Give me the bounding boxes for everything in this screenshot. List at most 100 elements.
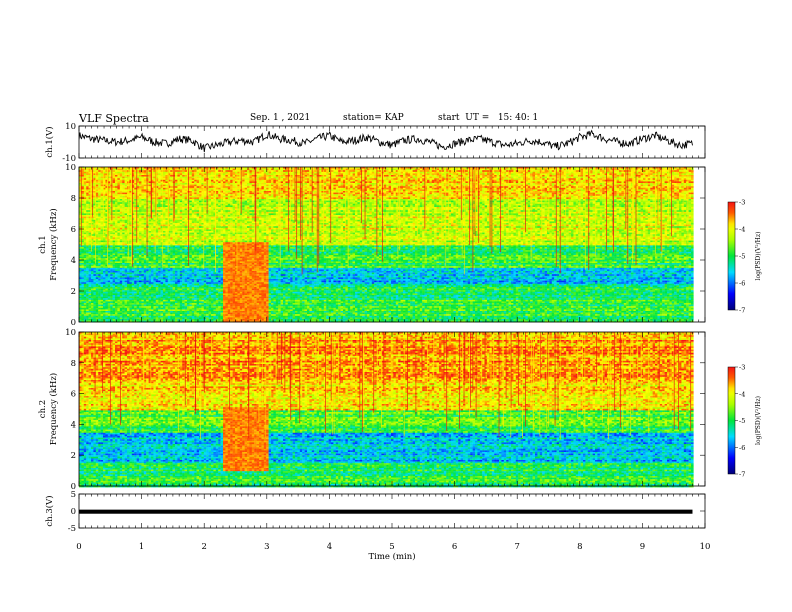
spectrogram-cell bbox=[271, 195, 274, 198]
spectrogram-cell bbox=[215, 187, 219, 190]
spectrogram-cell bbox=[501, 187, 504, 190]
spectrogram-cell bbox=[395, 178, 399, 180]
spectrogram-cell bbox=[547, 178, 550, 180]
spectrogram-cell bbox=[230, 187, 233, 190]
spectrogram-cell bbox=[585, 192, 588, 195]
spectrogram-cell bbox=[357, 181, 360, 184]
spectrogram-cell bbox=[213, 195, 216, 198]
spectrogram-cell bbox=[355, 175, 358, 177]
spectrogram-cell bbox=[256, 181, 260, 184]
spectrogram-cell bbox=[472, 170, 476, 172]
spectrogram-cell bbox=[79, 170, 82, 172]
spectrogram-cell bbox=[671, 181, 675, 184]
spectrogram-cell bbox=[122, 187, 125, 190]
spectrogram-cell bbox=[81, 168, 84, 171]
spectrogram-cell bbox=[515, 179, 519, 182]
spectrogram-cell bbox=[405, 194, 408, 196]
spectrogram-cell bbox=[235, 195, 238, 198]
spectrogram-cell bbox=[302, 170, 305, 172]
spectrogram-cell bbox=[614, 168, 617, 171]
spectrogram-cell bbox=[143, 178, 147, 180]
spectrogram-cell bbox=[261, 181, 264, 184]
spectrogram-cell bbox=[448, 178, 452, 180]
spectrogram-cell bbox=[182, 184, 185, 187]
spectrogram-cell bbox=[115, 195, 118, 198]
spectrogram-cell bbox=[151, 183, 154, 185]
spectrogram-cell bbox=[141, 195, 144, 198]
spectrogram-cell bbox=[640, 191, 644, 193]
spectrogram-cell bbox=[235, 171, 238, 174]
spectrogram-cell bbox=[609, 179, 612, 182]
spectrogram-cell bbox=[158, 179, 161, 182]
spectrogram-cell bbox=[215, 186, 219, 188]
spectrogram-cell bbox=[170, 168, 173, 171]
spectrogram-cell bbox=[98, 168, 101, 171]
spectrogram-cell bbox=[134, 176, 137, 179]
spectrogram-cell bbox=[163, 168, 166, 171]
spectrogram-cell bbox=[494, 167, 497, 169]
spectrogram-cell bbox=[112, 184, 116, 187]
spectrogram-cell bbox=[350, 170, 353, 172]
spectrogram-cell bbox=[268, 170, 272, 172]
spectrogram-cell bbox=[669, 168, 672, 171]
spectrogram-cell bbox=[518, 176, 521, 179]
spectrogram-cell bbox=[431, 173, 435, 176]
spectrogram-cell bbox=[278, 170, 281, 172]
spectrogram-cell bbox=[203, 178, 207, 180]
spectrogram-cell bbox=[379, 168, 382, 171]
spectrogram-cell bbox=[223, 167, 226, 169]
spectrogram-cell bbox=[119, 181, 123, 184]
spectrogram-cell bbox=[297, 175, 300, 177]
spectrogram-cell bbox=[112, 179, 116, 182]
spectrogram-cell bbox=[623, 187, 627, 190]
spectrogram-cell bbox=[105, 176, 108, 179]
spectrogram-cell bbox=[283, 176, 286, 179]
spectrogram-cell bbox=[515, 173, 519, 176]
spectrogram-cell bbox=[575, 194, 579, 196]
spectrogram-cell bbox=[81, 171, 84, 174]
spectrogram-cell bbox=[446, 189, 449, 192]
spectrogram-cell bbox=[655, 186, 658, 188]
spectrogram-cell bbox=[537, 189, 540, 192]
spectrogram-cell bbox=[355, 194, 358, 196]
spectrogram-cell bbox=[465, 175, 468, 177]
spectrogram-cell bbox=[93, 176, 96, 179]
spectrogram-cell bbox=[551, 183, 555, 185]
spectrogram-cell bbox=[259, 187, 262, 190]
spectrogram-cell bbox=[335, 178, 339, 180]
spectrogram-cell bbox=[446, 186, 449, 188]
spectrogram-cell bbox=[585, 189, 588, 192]
spectrogram-cell bbox=[170, 170, 173, 172]
spectrogram-cell bbox=[537, 181, 540, 184]
spectrogram-cell bbox=[595, 191, 598, 193]
spectrogram-cell bbox=[662, 184, 665, 187]
spectrogram-cell bbox=[345, 194, 348, 196]
spectrogram-cell bbox=[419, 179, 423, 182]
spectrogram-cell bbox=[383, 175, 387, 177]
spectrogram-cell bbox=[191, 175, 195, 177]
spectrogram-cell bbox=[194, 178, 197, 180]
spectrogram-cell bbox=[129, 184, 132, 187]
spectrogram-cell bbox=[508, 176, 512, 179]
spectrogram-cell bbox=[571, 186, 574, 188]
spectrogram-cell bbox=[124, 173, 128, 176]
spectrogram-cell bbox=[496, 173, 500, 176]
spectrogram-cell bbox=[472, 175, 476, 177]
spectrogram-cell bbox=[331, 170, 334, 172]
spectrogram-cell bbox=[427, 189, 430, 192]
spectrogram-cell bbox=[189, 167, 192, 169]
spectrogram-cell bbox=[122, 173, 125, 176]
spectrogram-cell bbox=[436, 168, 440, 171]
spectrogram-cell bbox=[595, 168, 598, 171]
spectrogram-cell bbox=[307, 187, 310, 190]
spectrogram-cell bbox=[583, 187, 586, 190]
spectrogram-cell bbox=[475, 195, 478, 198]
spectrogram-cell bbox=[379, 167, 382, 169]
spectrogram-cell bbox=[403, 194, 406, 196]
spectrogram-cell bbox=[415, 187, 418, 190]
spectrogram-cell bbox=[436, 183, 440, 185]
spectrogram-cell bbox=[458, 181, 461, 184]
spectrogram-cell bbox=[467, 167, 471, 169]
spectrogram-cell bbox=[429, 192, 432, 195]
spectrogram-cell bbox=[307, 194, 310, 196]
